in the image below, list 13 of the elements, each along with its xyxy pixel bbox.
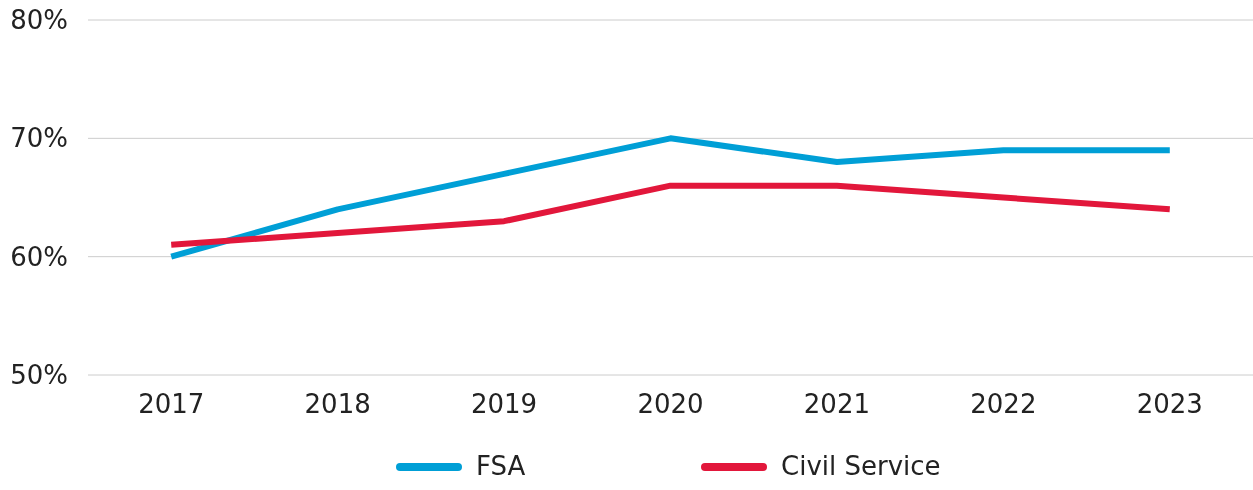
x-tick-label: 2022 [970,389,1037,419]
y-tick-label: 80% [10,5,68,36]
x-tick-label: 2020 [637,389,704,419]
legend-label: Civil Service [781,451,941,481]
legend-label: FSA [476,451,526,481]
y-tick-label: 50% [10,360,68,391]
x-tick-label: 2017 [138,389,205,419]
x-tick-label: 2018 [304,389,371,419]
x-tick-label: 2019 [470,389,538,419]
x-tick-label: 2023 [1136,389,1203,419]
x-tick-label: 2021 [803,389,871,419]
y-tick-label: 70% [10,123,68,154]
y-tick-label: 60% [10,241,68,272]
